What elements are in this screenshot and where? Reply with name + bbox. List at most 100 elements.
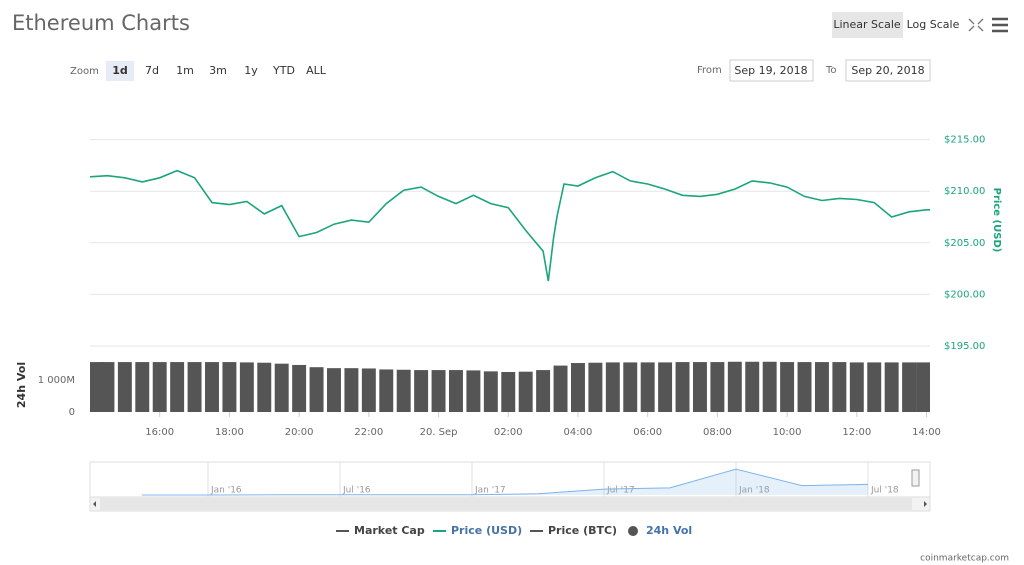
x-tick-label: 16:00 xyxy=(145,427,174,438)
navigator-label: Jan '17 xyxy=(474,486,506,496)
legend-item[interactable]: 24h Vol xyxy=(646,524,692,537)
navigator-label: Jan '16 xyxy=(210,486,242,496)
zoom-button[interactable]: 7d xyxy=(145,64,159,77)
volume-bar xyxy=(867,362,882,412)
volume-bar xyxy=(916,362,930,412)
x-tick-label: 06:00 xyxy=(633,427,662,438)
volume-bar xyxy=(100,362,115,412)
volume-bar xyxy=(239,362,254,412)
zoom-button[interactable]: 1d xyxy=(112,64,128,77)
to-input[interactable] xyxy=(845,59,931,82)
navigator-label: Jul '18 xyxy=(870,486,899,496)
volume-bar xyxy=(327,368,341,412)
volume-bar xyxy=(449,370,463,412)
volume-bar xyxy=(605,362,620,412)
x-tick-label: 14:00 xyxy=(912,427,941,438)
volume-bar xyxy=(623,362,638,412)
zoom-button[interactable]: 1y xyxy=(244,64,258,77)
volume-bar xyxy=(361,368,376,412)
scale-button[interactable]: Log Scale xyxy=(907,18,960,31)
volume-bar xyxy=(675,362,690,412)
zoom-button[interactable]: 1m xyxy=(176,64,194,77)
volume-bar xyxy=(187,362,202,412)
volume-bar xyxy=(814,362,829,412)
legend-item[interactable]: Price (BTC) xyxy=(548,524,617,537)
y-tick-label: $215.00 xyxy=(944,135,985,146)
volume-bar xyxy=(414,370,429,412)
to-date[interactable]: Sep 20, 2018 xyxy=(851,64,924,77)
volume-bar xyxy=(727,361,742,412)
volume-bar xyxy=(344,368,359,412)
page-title: Ethereum Charts xyxy=(12,11,190,35)
scale-button[interactable]: Linear Scale xyxy=(833,18,901,31)
navigator-area xyxy=(142,469,868,495)
y-tick-label: $210.00 xyxy=(944,186,985,197)
legend-item[interactable]: Market Cap xyxy=(354,524,425,537)
volume-bar xyxy=(222,362,237,412)
volume-bar xyxy=(205,362,219,412)
volume-bar xyxy=(309,367,324,412)
x-tick-label: 20:00 xyxy=(285,427,314,438)
zoom-button[interactable]: ALL xyxy=(306,64,327,77)
volume-bar xyxy=(274,363,289,412)
y-tick-label: $195.00 xyxy=(944,341,985,352)
volume-bar xyxy=(692,362,707,412)
from-label: From xyxy=(697,65,722,76)
navigator-label: Jul '16 xyxy=(342,486,371,496)
volume-bar xyxy=(553,365,568,412)
x-tick-label: 22:00 xyxy=(354,427,383,438)
to-label: To xyxy=(825,65,837,76)
navigator-handle[interactable] xyxy=(911,469,920,487)
x-tick-label: 08:00 xyxy=(703,427,732,438)
volume-bar xyxy=(170,362,185,412)
y-tick-label: 1 000M xyxy=(38,375,75,386)
fullscreen-icon[interactable] xyxy=(968,18,984,32)
volume-bar xyxy=(884,362,899,412)
scrollbar-thumb[interactable] xyxy=(100,498,912,510)
price-line xyxy=(89,169,930,282)
x-tick-label: 12:00 xyxy=(842,427,871,438)
y-tick-label: 0 xyxy=(69,407,75,418)
volume-bar xyxy=(832,362,847,412)
x-tick-label: 02:00 xyxy=(494,427,523,438)
credit: coinmarketcap.com xyxy=(920,554,1009,564)
menu-icon[interactable] xyxy=(992,17,1008,33)
zoom-button[interactable]: 3m xyxy=(209,64,227,77)
volume-bar xyxy=(640,362,655,412)
from-input[interactable] xyxy=(729,59,814,82)
volume-bar xyxy=(135,362,150,412)
volume-bar xyxy=(501,372,516,412)
navigator-label: Jul '17 xyxy=(606,486,635,496)
zoom-button-bg[interactable] xyxy=(106,61,134,81)
volume-bar xyxy=(588,362,603,412)
x-tick-label: 20. Sep xyxy=(420,427,458,438)
volume-bar xyxy=(710,362,725,412)
y-tick-label: $200.00 xyxy=(944,289,985,300)
volume-bar xyxy=(431,370,446,412)
x-tick-label: 04:00 xyxy=(564,427,593,438)
volume-bar xyxy=(902,362,917,412)
legend-symbol[interactable] xyxy=(628,526,638,536)
scale-button-bg[interactable] xyxy=(832,12,903,38)
volume-bar xyxy=(518,371,533,412)
volume-bar xyxy=(379,369,394,412)
volume-bar xyxy=(570,363,585,412)
volume-bar xyxy=(780,362,795,412)
volume-bar xyxy=(745,361,760,412)
y-tick-label: $205.00 xyxy=(944,238,985,249)
volume-bar xyxy=(849,362,864,412)
volume-bar xyxy=(257,362,272,412)
volume-bar xyxy=(762,361,777,412)
volume-bar xyxy=(797,362,812,412)
zoom-label: Zoom xyxy=(70,66,99,77)
x-tick-label: 18:00 xyxy=(215,427,244,438)
volume-bar xyxy=(152,362,167,412)
legend-item[interactable]: Price (USD) xyxy=(451,524,522,537)
volume-bar xyxy=(466,370,481,412)
volume-bar xyxy=(536,370,551,412)
from-date[interactable]: Sep 19, 2018 xyxy=(734,64,807,77)
zoom-button[interactable]: YTD xyxy=(272,64,295,77)
x-tick-label: 10:00 xyxy=(773,427,802,438)
navigator-label: Jan '18 xyxy=(738,486,770,496)
